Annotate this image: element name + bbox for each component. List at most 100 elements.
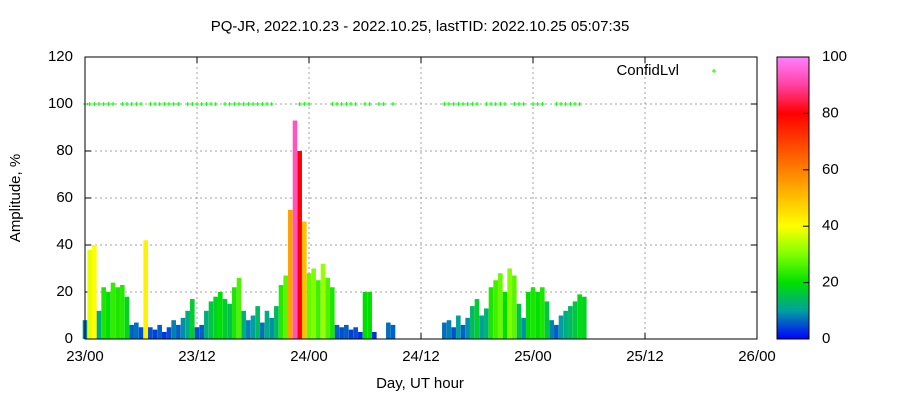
confid-point <box>153 102 157 106</box>
legend-marker <box>712 69 716 73</box>
y-tick-label: 0 <box>65 330 73 347</box>
confid-point <box>470 102 475 106</box>
confid-point <box>489 102 493 106</box>
confid-point <box>125 102 129 106</box>
y-tick-label: 120 <box>48 48 73 65</box>
y-tick-label: 80 <box>56 142 73 159</box>
confid-point <box>540 102 545 106</box>
colorbar-tick-label: 20 <box>822 274 839 291</box>
x-tick-label: 24/00 <box>290 348 328 365</box>
confid-point <box>129 102 134 106</box>
y-tick-label: 20 <box>56 283 73 300</box>
confid-point <box>568 102 573 106</box>
confid-point <box>227 102 232 106</box>
y-tick-label: 60 <box>56 189 73 206</box>
confid-point <box>451 102 456 106</box>
confid-point <box>148 102 153 106</box>
confid-point <box>255 102 260 106</box>
confid-point <box>349 102 353 106</box>
confid-point <box>260 102 265 106</box>
confid-point <box>563 102 568 106</box>
confid-point <box>521 102 526 106</box>
confid-point <box>111 102 115 106</box>
confid-point <box>535 102 540 106</box>
confid-point <box>167 102 171 106</box>
confid-point <box>493 102 498 106</box>
confid-point <box>204 102 209 106</box>
confid-point <box>185 102 190 106</box>
confid-point <box>517 102 521 106</box>
x-tick-label: 26/00 <box>738 348 776 365</box>
confid-point <box>97 102 101 106</box>
confid-point <box>139 102 143 106</box>
confid-point <box>353 102 358 106</box>
confid-point <box>363 102 367 106</box>
x-tick-label: 24/12 <box>402 348 440 365</box>
colorbar <box>777 57 809 339</box>
confid-point <box>213 102 218 106</box>
plot-frame <box>84 56 758 340</box>
y-tick-label: 100 <box>48 95 73 112</box>
confid-point <box>223 102 227 106</box>
colorbar-tick-label: 40 <box>822 217 839 234</box>
confid-point <box>330 102 335 106</box>
colorbar-tick-label: 100 <box>822 48 847 65</box>
confid-point <box>237 102 241 106</box>
confid-point <box>381 102 386 106</box>
x-tick-label: 25/12 <box>626 348 664 365</box>
confid-point <box>199 102 204 106</box>
confid-point <box>498 102 503 106</box>
confid-point <box>335 102 339 106</box>
confid-point <box>339 102 344 106</box>
confid-point <box>106 102 111 106</box>
colorbar-frame <box>776 56 810 340</box>
confid-point <box>209 102 213 106</box>
confid-point <box>484 102 489 106</box>
confid-point <box>307 102 311 106</box>
confid-point <box>503 102 507 106</box>
confid-point <box>512 102 517 106</box>
x-tick-label: 23/12 <box>178 348 216 365</box>
x-tick-label: 23/00 <box>66 348 104 365</box>
confid-point <box>573 102 577 106</box>
confid-point <box>241 102 246 106</box>
confid-point <box>134 102 139 106</box>
confid-point <box>251 102 255 106</box>
colorbar-tick-label: 60 <box>822 161 839 178</box>
confid-point <box>176 102 181 106</box>
confid-point <box>456 102 461 106</box>
y-axis-label: Amplitude, % <box>7 154 24 242</box>
confid-point <box>377 102 381 106</box>
confid-point <box>554 102 559 106</box>
colorbar-tick-label: 80 <box>822 104 839 121</box>
confid-point <box>577 102 582 106</box>
confid-point <box>195 102 199 106</box>
colorbar-tick-label: 0 <box>822 330 830 347</box>
confid-point <box>442 102 447 106</box>
confid-point <box>475 102 479 106</box>
confid-point <box>447 102 451 106</box>
x-tick-label: 25/00 <box>514 348 552 365</box>
confid-point <box>190 102 195 106</box>
confid-point <box>531 102 535 106</box>
confid-point <box>246 102 251 106</box>
legend-label: ConfidLvl <box>616 62 679 79</box>
confid-point <box>297 102 302 106</box>
x-axis-label: Day, UT hour <box>376 375 464 392</box>
confid-point <box>171 102 176 106</box>
confid-point <box>157 102 162 106</box>
confid-point <box>367 102 372 106</box>
confid-point <box>92 102 97 106</box>
confid-point <box>461 102 465 106</box>
confid-point <box>559 102 563 106</box>
confid-point <box>344 102 349 106</box>
confid-point <box>265 102 269 106</box>
chart-title: PQ-JR, 2022.10.23 - 2022.10.25, lastTID:… <box>211 18 630 35</box>
confid-point <box>120 102 125 106</box>
confid-point <box>465 102 470 106</box>
y-tick-label: 40 <box>56 236 73 253</box>
confid-point <box>162 102 167 106</box>
confid-point <box>269 102 274 106</box>
confid-point <box>391 102 395 106</box>
